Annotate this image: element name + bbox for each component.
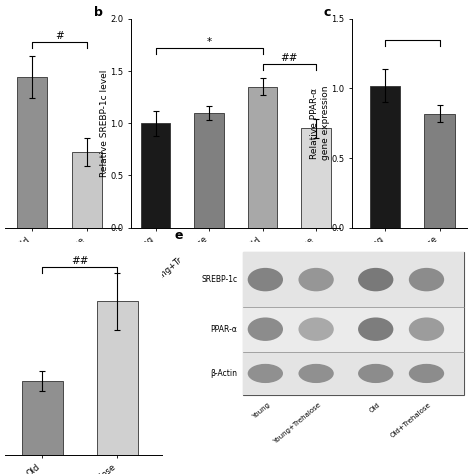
Ellipse shape <box>409 318 444 341</box>
Y-axis label: Relative SREBP-1c level: Relative SREBP-1c level <box>100 70 109 177</box>
Ellipse shape <box>299 268 334 292</box>
Y-axis label: Relative PPAR-α
gene expression: Relative PPAR-α gene expression <box>310 86 330 161</box>
Bar <box>301 128 331 228</box>
Ellipse shape <box>358 318 393 341</box>
Text: β-Actin: β-Actin <box>210 369 237 378</box>
Text: #: # <box>55 31 64 41</box>
Bar <box>243 252 464 307</box>
Text: SREBP-1c: SREBP-1c <box>201 275 237 284</box>
Text: c: c <box>323 7 331 19</box>
Ellipse shape <box>248 318 283 341</box>
Text: b: b <box>94 7 102 19</box>
Bar <box>22 381 63 455</box>
Bar <box>97 301 138 455</box>
Text: ##: ## <box>281 53 298 63</box>
Bar <box>370 86 400 228</box>
Text: Young+Trehalose: Young+Trehalose <box>272 402 322 445</box>
Bar <box>194 113 224 228</box>
Ellipse shape <box>409 268 444 292</box>
Text: e: e <box>174 229 183 242</box>
Text: Young: Young <box>251 402 271 420</box>
Ellipse shape <box>299 318 334 341</box>
Bar <box>17 77 47 228</box>
Bar <box>248 87 277 228</box>
Bar <box>72 152 102 228</box>
Ellipse shape <box>248 268 283 292</box>
Text: Old+Trehalose: Old+Trehalose <box>390 402 432 439</box>
Ellipse shape <box>299 364 334 383</box>
Bar <box>243 352 464 395</box>
Text: ##: ## <box>71 256 89 266</box>
Ellipse shape <box>358 364 393 383</box>
Text: *: * <box>207 37 211 47</box>
Bar <box>141 123 170 228</box>
Ellipse shape <box>248 364 283 383</box>
Ellipse shape <box>409 364 444 383</box>
Bar <box>425 113 455 228</box>
Text: PPAR-α: PPAR-α <box>210 325 237 334</box>
Bar <box>243 252 464 395</box>
Bar <box>243 307 464 352</box>
Text: Old: Old <box>369 402 382 414</box>
Ellipse shape <box>358 268 393 292</box>
